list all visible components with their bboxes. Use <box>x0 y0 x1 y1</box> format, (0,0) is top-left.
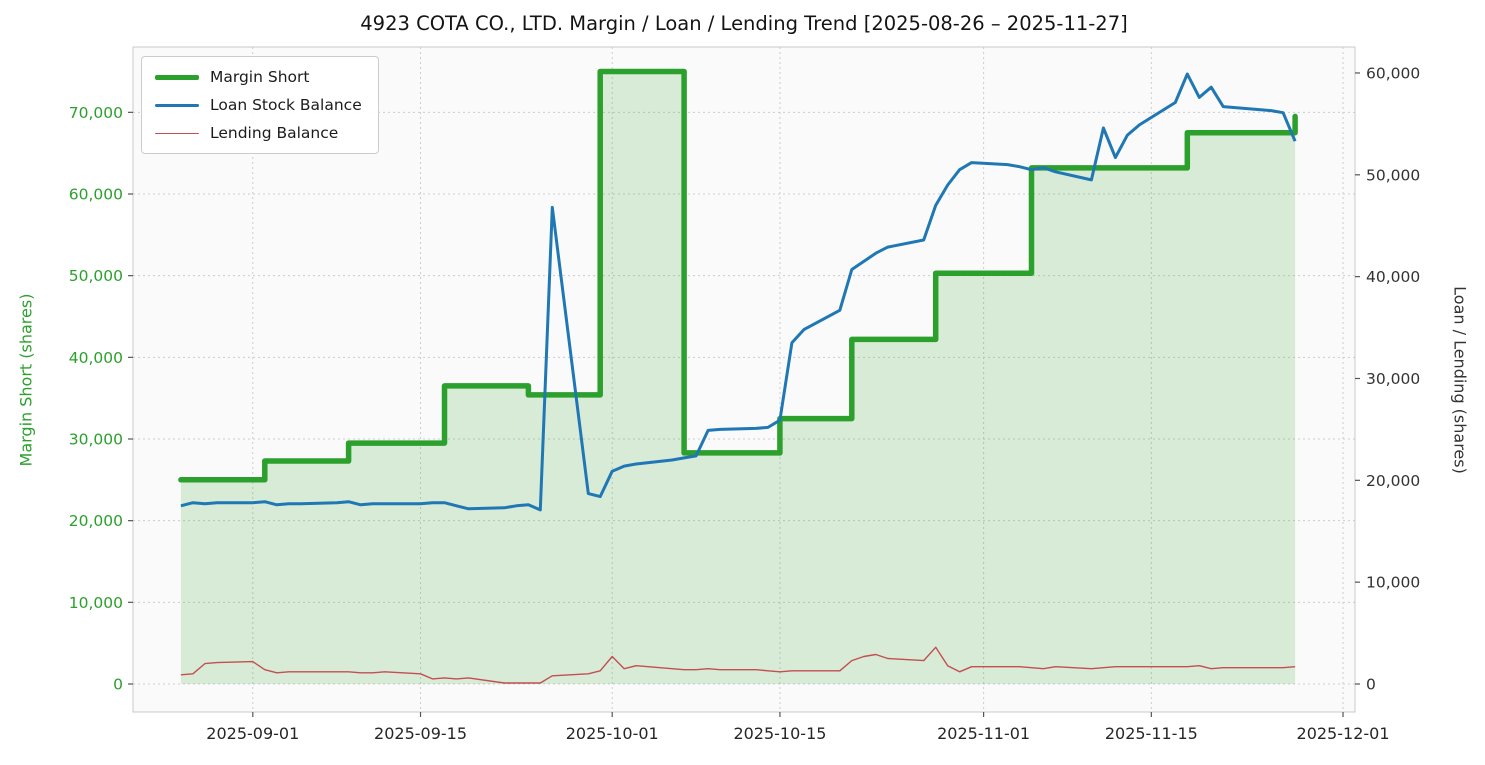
legend-label: Lending Balance <box>210 124 339 142</box>
legend: Margin Short Loan Stock Balance Lending Ba… <box>141 56 379 154</box>
x-tick-label: 2025-10-15 <box>733 724 826 743</box>
y-right-tick-label: 10,000 <box>1366 574 1420 592</box>
y-left-tick-label: 70,000 <box>69 104 123 122</box>
x-tick-label: 2025-11-01 <box>937 724 1030 743</box>
x-tick-label: 2025-09-01 <box>206 724 299 743</box>
legend-item-loan-stock-balance: Loan Stock Balance <box>155 96 362 114</box>
legend-label: Loan Stock Balance <box>210 96 362 114</box>
x-tick-label: 2025-12-01 <box>1297 724 1390 743</box>
legend-item-lending-balance: Lending Balance <box>155 124 362 142</box>
y-right-tick-label: 20,000 <box>1366 472 1420 490</box>
x-tick-label: 2025-10-01 <box>566 724 659 743</box>
y-left-tick-label: 50,000 <box>69 267 123 285</box>
y-right-tick-label: 40,000 <box>1366 268 1420 286</box>
y-left-tick-label: 40,000 <box>69 349 123 367</box>
y-axis-label-right: Loan / Lending (shares) <box>1450 286 1470 474</box>
y-left-tick-label: 20,000 <box>69 512 123 530</box>
x-tick-label: 2025-09-15 <box>374 724 467 743</box>
margin-short-line <box>178 68 1298 483</box>
lending-balance-line <box>180 646 1296 684</box>
y-left-tick-label: 60,000 <box>69 185 123 203</box>
margin-short-area <box>180 71 1296 684</box>
y-left-tick-label: 10,000 <box>69 594 123 612</box>
loan-stock-balance-line-icon <box>155 103 199 107</box>
x-tick-label: 2025-11-15 <box>1105 724 1198 743</box>
y-right-tick-label: 60,000 <box>1366 64 1420 82</box>
y-right-tick-label: 0 <box>1366 675 1376 693</box>
chart-title: 4923 COTA CO., LTD. Margin / Loan / Lend… <box>360 12 1128 35</box>
y-left-tick-label: 0 <box>113 675 123 693</box>
plot-border <box>132 46 1356 713</box>
y-axis-label-left: Margin Short (shares) <box>16 293 36 467</box>
margin-short-line-icon <box>155 74 199 80</box>
legend-item-margin-short: Margin Short <box>155 68 362 86</box>
legend-label: Margin Short <box>210 68 310 86</box>
lending-balance-line-icon <box>155 132 199 134</box>
y-left-tick-label: 30,000 <box>69 430 123 448</box>
y-right-tick-label: 30,000 <box>1366 370 1420 388</box>
y-right-tick-label: 50,000 <box>1366 166 1420 184</box>
loan-stock-balance-line <box>180 72 1297 512</box>
